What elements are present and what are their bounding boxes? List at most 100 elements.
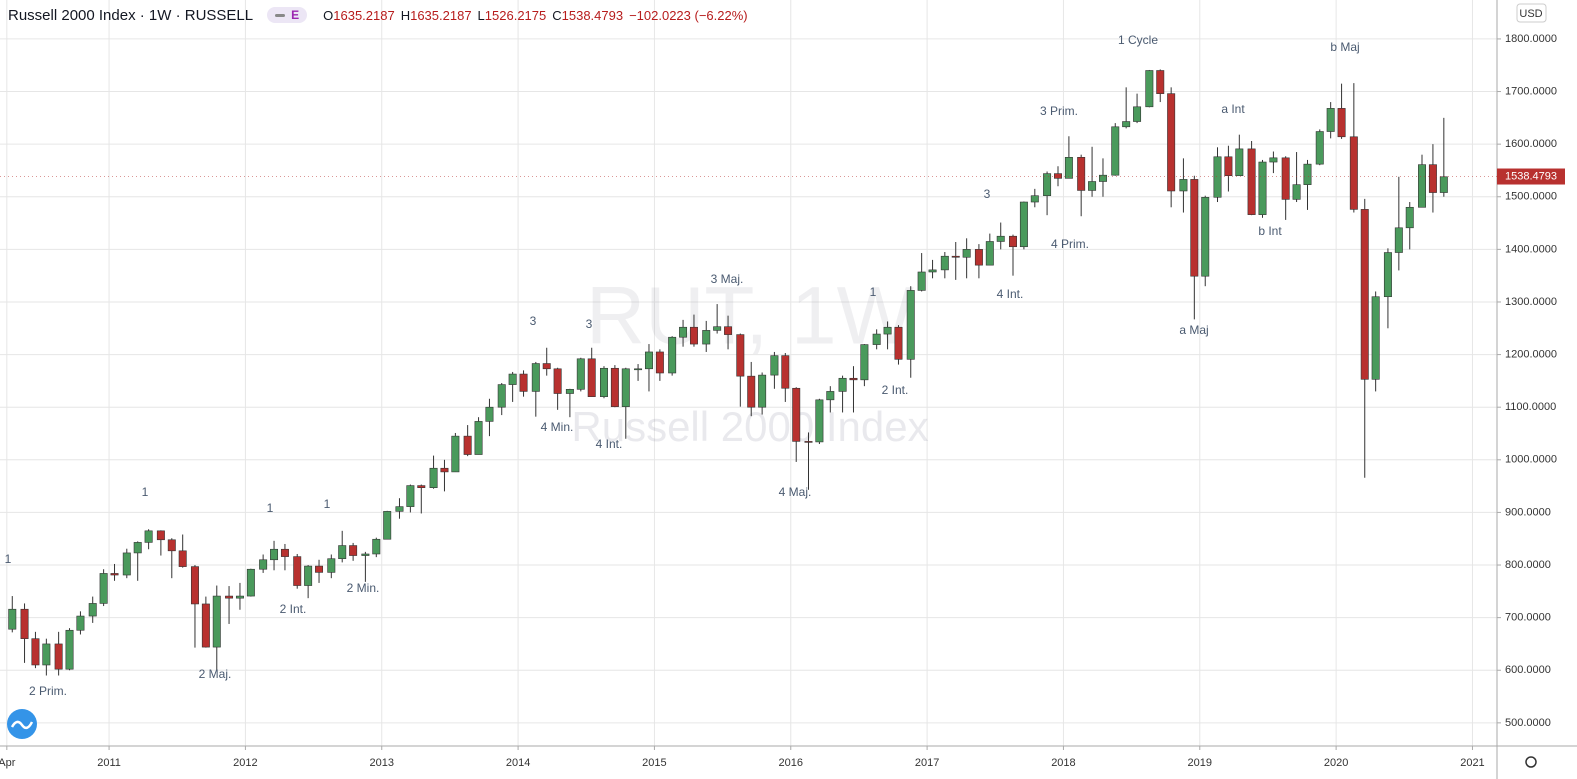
wave-label: 2 Int. (882, 383, 909, 397)
candle-body (1258, 161, 1267, 215)
candle-body (20, 608, 29, 639)
candle-body (770, 355, 779, 376)
candle-body (1349, 136, 1358, 210)
candle-body (383, 511, 392, 540)
wave-label: a Int (1221, 102, 1245, 116)
candle-body (1394, 227, 1403, 253)
candle-body (508, 373, 517, 385)
candle-body (644, 351, 653, 370)
candle-body (178, 550, 187, 567)
candle-body (315, 565, 324, 573)
candle-body (668, 336, 677, 374)
candle-body (327, 558, 336, 573)
y-tick-label: 1600.0000 (1505, 138, 1557, 150)
candle-body (1428, 164, 1437, 193)
candle-body (212, 595, 221, 648)
x-tick-label: Apr (0, 757, 16, 769)
candle-body (838, 377, 847, 392)
candle-body (1371, 296, 1380, 380)
candle-body (906, 290, 915, 360)
candle-body (576, 358, 585, 390)
candle-body (1235, 148, 1244, 177)
candle-body (451, 435, 460, 473)
y-tick-label: 1700.0000 (1505, 85, 1557, 97)
candle-body (395, 506, 404, 512)
candle-body (133, 542, 142, 554)
y-tick-label: 600.0000 (1505, 664, 1551, 676)
currency-box[interactable] (1516, 3, 1547, 23)
candle-body (1043, 173, 1052, 197)
wave-label: b Maj (1330, 40, 1359, 54)
candle-body (144, 530, 153, 543)
candle-body (1269, 157, 1278, 163)
candle-body (304, 565, 313, 586)
candle-body (1337, 108, 1346, 138)
candle-body (1111, 126, 1120, 176)
candle-body (497, 384, 506, 408)
wave-label: 3 Prim. (1040, 104, 1078, 118)
candle-body (1292, 184, 1301, 200)
candle-body (99, 573, 108, 604)
candle-body (1019, 201, 1028, 248)
candle-body (599, 367, 608, 397)
settings-icon[interactable] (1525, 756, 1537, 768)
legend-label: O (323, 7, 334, 23)
candle-body (1247, 148, 1256, 215)
legend-label: C (552, 7, 562, 23)
candle-body (235, 595, 244, 599)
wave-label: 2 Maj. (199, 667, 232, 681)
candle-body (463, 435, 472, 455)
candle-body (88, 603, 97, 617)
candle-body (54, 643, 63, 670)
candle-body (1133, 106, 1142, 122)
candle-body (587, 358, 596, 397)
wave-label: 2 Prim. (29, 684, 67, 698)
candle-body (713, 326, 722, 331)
watermark-ticker: RUT, 1W (586, 271, 915, 362)
wave-label: 4 Int. (596, 437, 623, 451)
candle-body (1145, 70, 1154, 108)
legend-item: O1635.2187 (323, 8, 395, 23)
legend-item: C1538.4793 (552, 8, 623, 23)
candle-body (110, 573, 119, 576)
wave-label: 4 Int. (997, 287, 1024, 301)
candle-body (1190, 179, 1199, 277)
legend-value: 1538.4793 (561, 7, 624, 23)
candle-body (621, 368, 630, 407)
wave-label: 4 Min. (541, 420, 574, 434)
wave-label: 3 (984, 187, 991, 201)
y-tick-label: 1300.0000 (1505, 296, 1557, 308)
candle-body (1326, 108, 1335, 132)
wave-label: 1 (267, 501, 274, 515)
x-tick-label: 2014 (506, 757, 530, 769)
candle-body (1122, 121, 1131, 128)
candle-body (860, 344, 869, 381)
y-tick-label: 900.0000 (1505, 506, 1551, 518)
candle-body (1383, 252, 1392, 298)
candle-body (747, 375, 756, 408)
candle-body (804, 441, 813, 443)
candle-body (1064, 157, 1073, 179)
candle-body (31, 638, 40, 666)
x-tick-label: 2020 (1324, 757, 1348, 769)
y-tick-label: 800.0000 (1505, 559, 1551, 571)
badge-text: E (291, 8, 300, 22)
change: −102.0223 (−6.22%) (629, 7, 748, 23)
candle-body (1077, 157, 1086, 191)
candle-body (1315, 131, 1324, 165)
wave-label: 2 Min. (347, 581, 380, 595)
candle-body (1405, 206, 1414, 229)
badge[interactable]: E (267, 7, 308, 23)
candle-body (519, 373, 528, 392)
legend-item: L1526.2175 (478, 8, 547, 23)
candle-body (76, 615, 85, 631)
candle-body (985, 241, 994, 266)
x-tick-label: 2015 (642, 757, 666, 769)
y-tick-label: 500.0000 (1505, 717, 1551, 729)
y-tick-label: 1200.0000 (1505, 348, 1557, 360)
wave-label: 3 Maj. (711, 272, 744, 286)
candle-body (361, 553, 370, 556)
wave-label: 2 Int. (280, 602, 307, 616)
